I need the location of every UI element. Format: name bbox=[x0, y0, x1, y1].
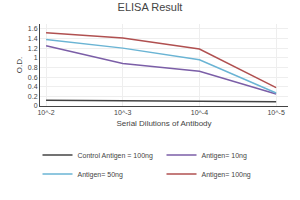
svg-text:1.2: 1.2 bbox=[28, 45, 38, 52]
svg-text:O.D.: O.D. bbox=[15, 57, 24, 73]
svg-text:0.8: 0.8 bbox=[28, 64, 38, 71]
svg-text:10^-5: 10^-5 bbox=[267, 109, 284, 116]
svg-text:0.6: 0.6 bbox=[28, 74, 38, 81]
svg-text:0.2: 0.2 bbox=[28, 93, 38, 100]
svg-text:1.4: 1.4 bbox=[28, 35, 38, 42]
svg-text:Control Antigen = 100ng: Control Antigen = 100ng bbox=[78, 152, 153, 160]
svg-text:Serial Dilutions of Antibody: Serial Dilutions of Antibody bbox=[116, 119, 211, 128]
svg-text:10^-2: 10^-2 bbox=[37, 109, 54, 116]
svg-text:10^-4: 10^-4 bbox=[191, 109, 208, 116]
svg-text:0.4: 0.4 bbox=[28, 83, 38, 90]
svg-text:1: 1 bbox=[34, 54, 38, 61]
svg-text:10^-3: 10^-3 bbox=[114, 109, 131, 116]
svg-text:Antigen= 100ng: Antigen= 100ng bbox=[202, 171, 251, 179]
svg-text:0: 0 bbox=[34, 102, 38, 109]
svg-text:Antigen= 50ng: Antigen= 50ng bbox=[78, 171, 123, 179]
svg-text:Antigen= 10ng: Antigen= 10ng bbox=[202, 152, 247, 160]
svg-text:ELISA Result: ELISA Result bbox=[118, 1, 183, 13]
svg-text:1.6: 1.6 bbox=[28, 25, 38, 32]
